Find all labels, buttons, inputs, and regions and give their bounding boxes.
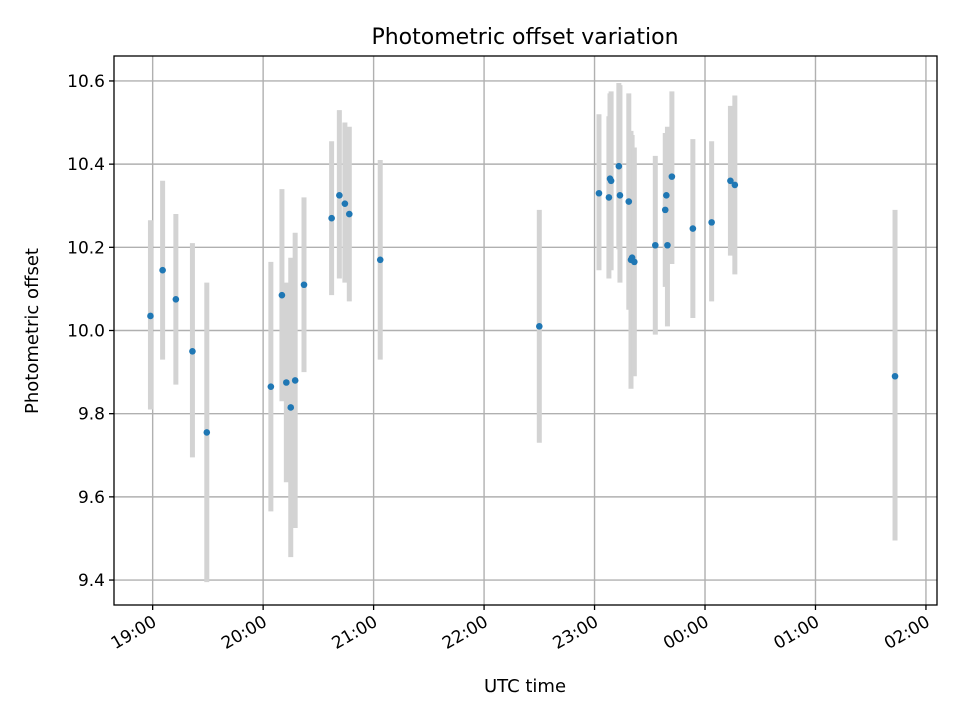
y-axis-ticks: 9.4 9.6 9.8 10.0 10.2 10.4 10.6 [67, 72, 114, 591]
x-axis-label: UTC time [484, 676, 566, 697]
data-point [607, 177, 615, 185]
y-tick-label: 10.0 [67, 322, 105, 342]
data-point [661, 206, 669, 214]
data-point [615, 162, 623, 170]
x-tick-label: 20:00 [218, 612, 270, 654]
data-point [147, 312, 154, 320]
x-tick-label: 22:00 [439, 612, 491, 654]
grid [114, 56, 937, 605]
data-point [727, 177, 734, 185]
x-tick-label: 19:00 [108, 612, 160, 654]
y-tick-label: 10.4 [67, 155, 105, 175]
x-axis-ticks: 19:00 20:00 21:00 22:00 23:00 00:00 01:00 02:00 [108, 605, 933, 654]
data-point [189, 347, 196, 355]
data-point [267, 383, 275, 390]
y-tick-label: 9.8 [78, 405, 105, 425]
data-point [328, 214, 335, 222]
data-point [663, 192, 670, 199]
data-point [283, 379, 290, 386]
data-point [278, 291, 286, 299]
data-point [689, 225, 697, 232]
data-point [376, 256, 384, 264]
data-point [172, 296, 180, 303]
data-point [595, 189, 603, 197]
y-tick-label: 10.2 [67, 238, 105, 258]
x-tick-label: 01:00 [771, 612, 823, 654]
chart-title: Photometric offset variation [371, 25, 678, 50]
data-point [300, 281, 308, 289]
data-points [147, 162, 899, 436]
data-point [652, 241, 659, 249]
data-point [708, 219, 715, 226]
data-point [159, 266, 166, 274]
data-point [668, 173, 676, 180]
y-tick-label: 9.6 [78, 488, 105, 508]
x-tick-label: 02:00 [881, 612, 933, 654]
data-point [631, 258, 638, 266]
data-point [346, 210, 353, 218]
data-point [625, 198, 633, 205]
data-point [616, 192, 624, 199]
data-point [731, 181, 739, 189]
error-bars [147, 83, 898, 583]
data-point [605, 194, 613, 201]
data-point [203, 429, 211, 436]
y-tick-label: 9.4 [78, 571, 105, 591]
x-tick-label: 00:00 [660, 612, 712, 654]
data-point [336, 192, 343, 199]
data-point [536, 323, 543, 330]
data-point [291, 377, 299, 384]
data-point [664, 241, 671, 249]
x-tick-label: 23:00 [550, 612, 602, 654]
x-tick-label: 21:00 [329, 612, 381, 654]
y-tick-label: 10.6 [67, 72, 105, 92]
y-axis-label: Photometric offset [22, 248, 43, 414]
data-point [341, 200, 349, 207]
data-point [891, 372, 899, 380]
data-point [287, 404, 295, 411]
